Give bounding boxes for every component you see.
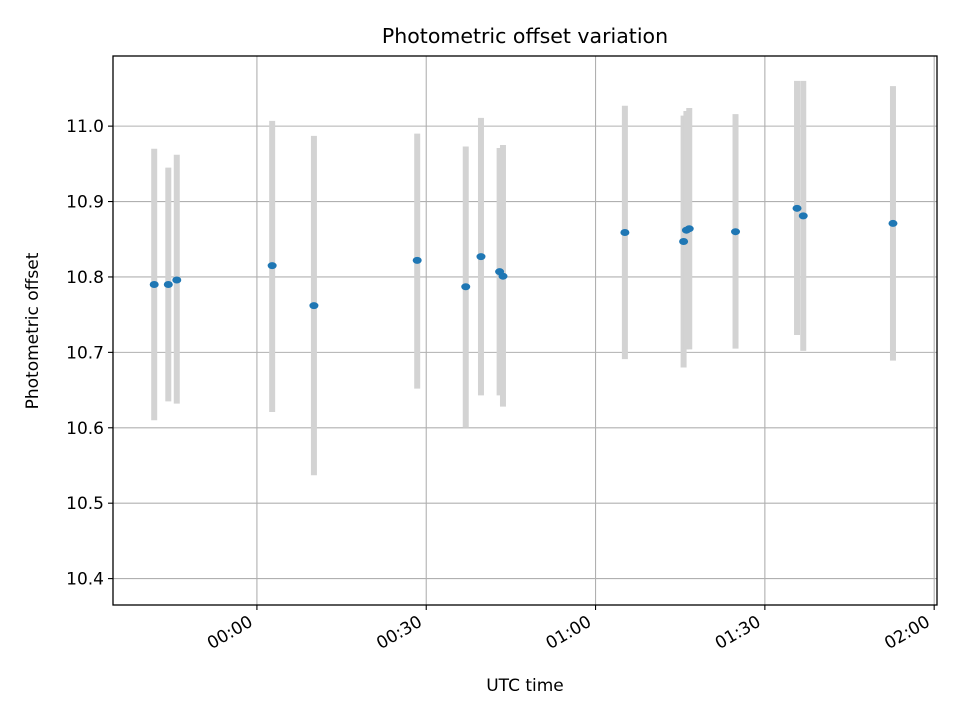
data-point (679, 238, 689, 246)
data-point (731, 228, 741, 236)
data-point (149, 280, 159, 288)
data-points (149, 204, 898, 310)
data-point (798, 212, 808, 220)
data-point (684, 225, 694, 233)
data-point (620, 228, 630, 236)
y-tick-label: 11.0 (66, 117, 104, 137)
y-tick-label: 10.6 (66, 419, 104, 439)
plot-area-frame (112, 55, 938, 606)
y-tick-label: 10.8 (66, 268, 104, 288)
data-point (498, 272, 508, 280)
data-point (309, 302, 319, 310)
chart-title: Photometric offset variation (382, 24, 668, 48)
x-axis-title: UTC time (486, 676, 564, 696)
data-point (412, 256, 422, 264)
data-point (172, 276, 182, 284)
data-point (888, 219, 898, 227)
y-tick-label: 10.9 (66, 193, 104, 213)
y-tick-label: 10.5 (66, 494, 104, 514)
data-point (267, 262, 277, 270)
data-point (461, 283, 471, 291)
data-point (163, 280, 173, 288)
y-axis: 10.4 10.5 10.6 10.7 10.8 10.9 11.0 (66, 117, 113, 590)
y-tick-label: 10.7 (66, 343, 104, 363)
data-point (792, 204, 802, 212)
data-point (476, 253, 486, 261)
y-tick-label: 10.4 (66, 570, 104, 590)
y-axis-title: Photometric offset (23, 252, 43, 409)
